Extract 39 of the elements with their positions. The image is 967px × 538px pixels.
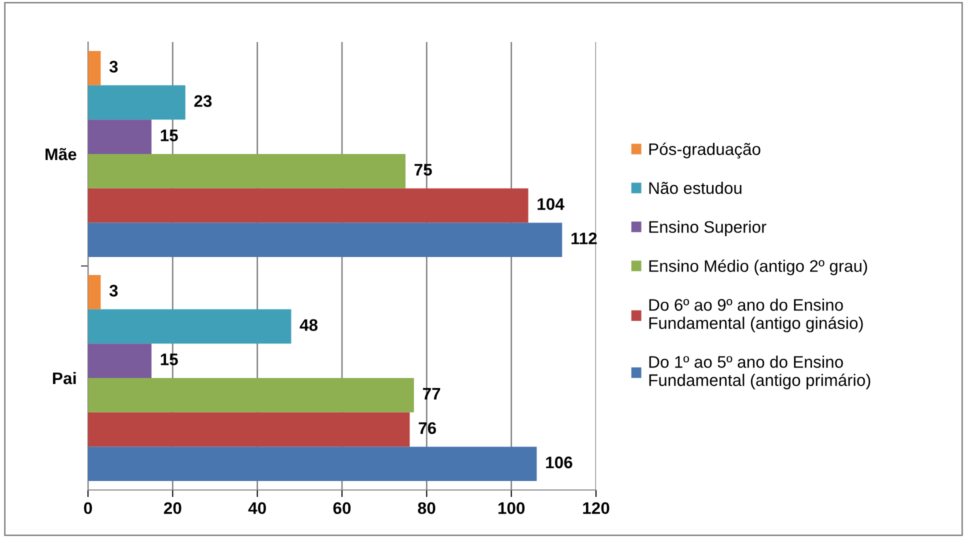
bar — [88, 188, 528, 223]
data-label: 106 — [546, 456, 572, 468]
x-tick-label: 80 — [418, 502, 436, 514]
data-label: 15 — [160, 354, 178, 366]
data-label: 3 — [109, 60, 118, 73]
bar — [88, 378, 414, 412]
y-tick-label: Pai — [52, 372, 76, 384]
data-label: 3 — [109, 284, 118, 297]
data-label: 15 — [160, 130, 178, 142]
bar — [88, 309, 292, 344]
bar — [88, 120, 152, 154]
data-label: 23 — [194, 95, 212, 107]
legend-label: Do 6º ao 9º ano do Ensino Fundamental (antigo ginásio) — [649, 298, 863, 332]
data-label: 77 — [423, 388, 440, 400]
legend-label: Ensino Médio (antigo 2º grau) — [649, 260, 868, 276]
bar — [88, 222, 562, 258]
data-label: 75 — [414, 164, 432, 176]
x-tick-label: 120 — [583, 502, 610, 514]
bar — [88, 446, 537, 482]
legend-label: Do 1º ao 5º ano do Ensino Fundamental (antigo primário) — [649, 356, 870, 390]
data-label: 104 — [538, 198, 564, 210]
data-label: 112 — [572, 232, 597, 244]
x-tick-label: 100 — [498, 502, 525, 514]
legend-label: Pós-graduação — [649, 142, 760, 158]
x-tick-label: 40 — [248, 502, 266, 514]
x-tick-label: 0 — [84, 502, 92, 514]
x-tick-label: 20 — [164, 502, 182, 514]
bar — [88, 344, 152, 378]
bar — [88, 50, 101, 86]
bar — [88, 274, 101, 310]
data-label: 48 — [300, 319, 318, 331]
legend-label: Ensino Superior — [649, 220, 766, 236]
bar — [88, 412, 410, 447]
x-tick-label: 60 — [333, 502, 351, 514]
data-label: 76 — [418, 422, 436, 434]
bar — [88, 85, 186, 120]
bar — [88, 154, 406, 188]
y-tick-label: Mãe — [46, 148, 76, 160]
legend-label: Não estudou — [649, 182, 742, 194]
